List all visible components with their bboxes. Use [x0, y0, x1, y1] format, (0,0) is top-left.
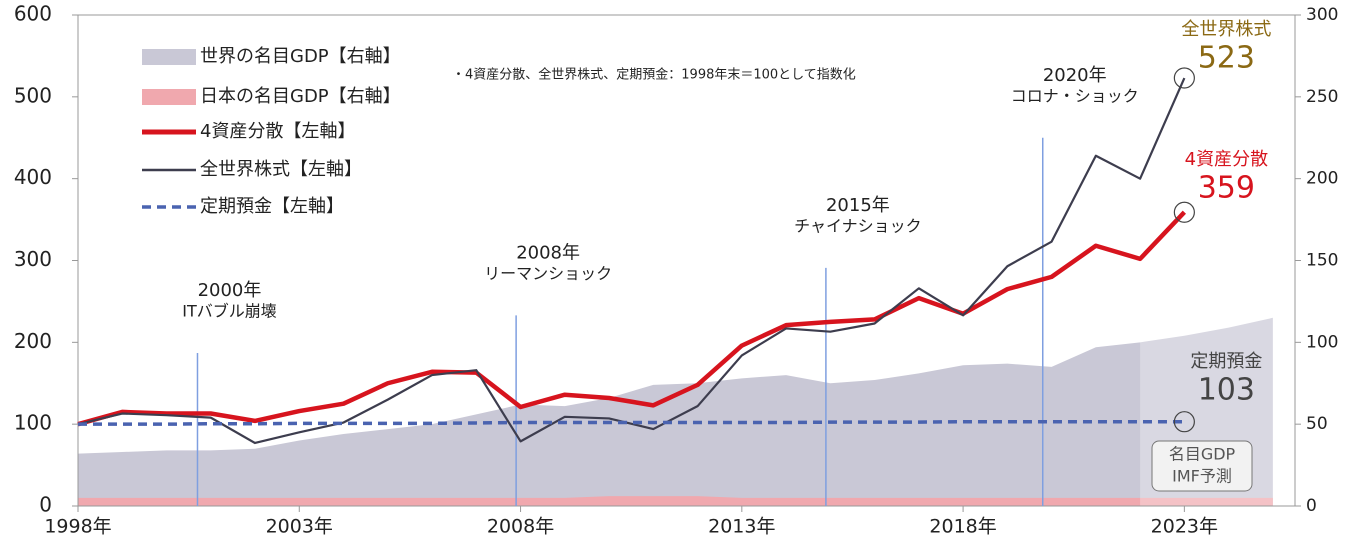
- y-tick-label: 500: [14, 83, 52, 107]
- legend-label: 全世界株式【左軸】: [200, 159, 362, 180]
- y-tick-label: 300: [14, 247, 52, 271]
- forecast-label: 名目GDP: [1169, 445, 1236, 464]
- legend-label: 4資産分散【左軸】: [200, 121, 355, 142]
- y2-tick-label: 0: [1306, 496, 1317, 516]
- end-label-name: 定期預金: [1190, 351, 1262, 372]
- y2-tick-label: 250: [1306, 87, 1338, 107]
- area: [78, 317, 1273, 506]
- x-tick-label: 1998年: [44, 516, 111, 538]
- event-label: 2020年: [1043, 65, 1107, 86]
- end-label-value: 103: [1198, 373, 1255, 408]
- y-tick-label: 100: [14, 411, 52, 435]
- legend-swatch: [142, 49, 196, 65]
- y2-tick-label: 300: [1306, 5, 1338, 25]
- event-label: チャイナショック: [794, 216, 922, 235]
- end-label-name: 4資産分散: [1185, 149, 1268, 170]
- y2-tick-label: 100: [1306, 332, 1338, 352]
- end-marker: [1173, 201, 1195, 223]
- y-tick-label: 200: [14, 329, 52, 353]
- event-label: リーマンショック: [484, 264, 612, 283]
- end-label-value: 359: [1198, 171, 1255, 206]
- legend-label: 日本の名目GDP【右軸】: [200, 86, 401, 107]
- legend-label: 定期預金【左軸】: [200, 196, 344, 217]
- forecast-label: IMF予測: [1172, 467, 1232, 486]
- event-label: 2008年: [516, 242, 580, 263]
- event-label: コロナ・ショック: [1011, 86, 1139, 105]
- area: [78, 496, 1273, 506]
- end-label-value: 523: [1198, 41, 1255, 76]
- y-tick-label: 400: [14, 165, 52, 189]
- x-tick-label: 2008年: [487, 516, 554, 538]
- series-line: [78, 419, 1185, 426]
- y2-tick-label: 50: [1306, 414, 1328, 434]
- forecast-region: [1140, 15, 1295, 506]
- x-tick-label: 2013年: [708, 516, 775, 538]
- legend-swatch: [142, 89, 196, 105]
- end-label-name: 全世界株式: [1181, 19, 1271, 40]
- x-tick-label: 2003年: [266, 516, 333, 538]
- y2-tick-label: 150: [1306, 251, 1338, 271]
- event-label: ITバブル崩壊: [182, 301, 277, 320]
- y-tick-label: 600: [14, 2, 52, 26]
- y-tick-label: 0: [39, 493, 52, 517]
- series-line: [77, 210, 1186, 427]
- end-marker: [1173, 67, 1195, 89]
- event-label: 2015年: [826, 195, 890, 216]
- forecast-box: [1151, 440, 1253, 492]
- series-line: [77, 77, 1186, 445]
- x-tick-label: 2023年: [1151, 516, 1218, 538]
- note: ・4資産分散、全世界株式、定期預金：1998年末＝100として指数化: [452, 67, 856, 83]
- legend-label: 世界の名目GDP【右軸】: [200, 46, 401, 67]
- x-tick-label: 2018年: [929, 516, 996, 538]
- end-marker: [1173, 411, 1195, 433]
- event-label: 2000年: [198, 280, 262, 301]
- y2-tick-label: 200: [1306, 169, 1338, 189]
